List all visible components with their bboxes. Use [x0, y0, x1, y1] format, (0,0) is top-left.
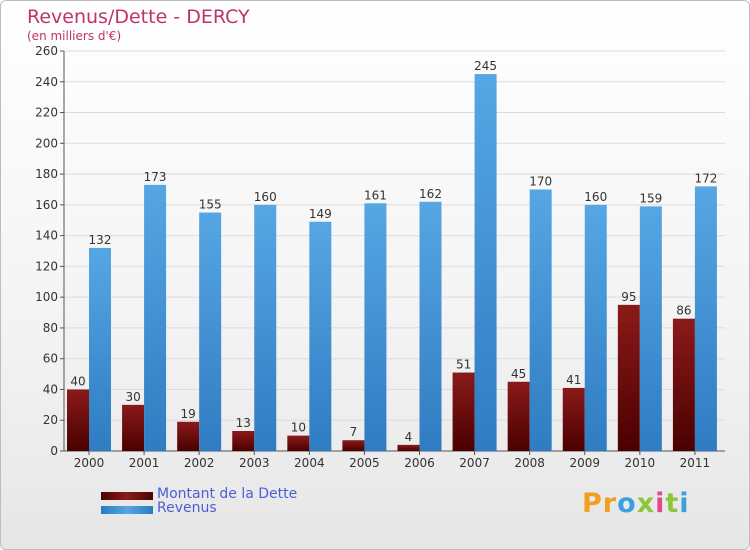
- bar-dette: [452, 372, 475, 451]
- bar-revenus: [89, 247, 111, 451]
- legend-label-revenus: Revenus: [157, 500, 217, 516]
- bar-revenus: [144, 184, 167, 451]
- data-label: 95: [621, 290, 636, 304]
- bar-dette: [562, 387, 585, 451]
- data-label: 30: [125, 390, 140, 404]
- data-label: 160: [254, 190, 277, 204]
- chart-title: Revenus/Dette - DERCY: [27, 6, 250, 28]
- logo-letter: t: [665, 488, 680, 519]
- logo-letter: x: [636, 488, 656, 519]
- bar-dette: [232, 431, 255, 451]
- data-label: 13: [236, 416, 251, 430]
- x-tick-label: 2005: [349, 456, 380, 470]
- bar-dette: [342, 440, 365, 451]
- x-tick-label: 2009: [569, 456, 600, 470]
- data-label: 4: [405, 430, 413, 444]
- bar-revenus: [254, 204, 277, 451]
- bar-revenus: [584, 204, 607, 451]
- x-tick-label: 2001: [129, 456, 160, 470]
- logo-letter: P: [582, 488, 603, 519]
- data-label: 51: [456, 358, 471, 372]
- x-tick-label: 2010: [625, 456, 656, 470]
- data-label: 86: [676, 304, 691, 318]
- logo-letter: i: [655, 488, 666, 519]
- bar-revenus: [529, 189, 552, 451]
- x-tick-label: 2000: [74, 456, 105, 470]
- bar-revenus: [309, 221, 332, 451]
- x-tick-label: 2008: [514, 456, 545, 470]
- x-tick-label: 2004: [294, 456, 325, 470]
- y-tick-label: 100: [35, 290, 58, 304]
- proxiti-logo: Proxiti: [582, 488, 690, 519]
- data-label: 160: [584, 190, 607, 204]
- y-tick-label: 220: [35, 106, 58, 120]
- y-tick-label: 260: [35, 44, 58, 58]
- bar-revenus: [694, 186, 717, 451]
- data-label: 149: [309, 207, 332, 221]
- data-label: 132: [89, 233, 112, 247]
- legend-swatch-revenus: [101, 506, 153, 514]
- logo-letter: i: [679, 488, 690, 519]
- y-tick-label: 160: [35, 198, 58, 212]
- y-tick-label: 0: [50, 444, 58, 458]
- data-label: 162: [419, 187, 442, 201]
- data-label: 45: [511, 367, 526, 381]
- bar-dette: [397, 444, 420, 451]
- y-tick-label: 140: [35, 229, 58, 243]
- logo-letter: r: [602, 488, 618, 519]
- bar-dette: [177, 421, 200, 451]
- data-label: 172: [694, 171, 717, 185]
- data-label: 155: [199, 198, 222, 212]
- data-label: 159: [639, 191, 662, 205]
- bar-revenus: [364, 203, 387, 451]
- bar-dette: [67, 389, 89, 451]
- y-tick-label: 200: [35, 136, 58, 150]
- data-label: 161: [364, 188, 387, 202]
- data-label: 7: [350, 425, 358, 439]
- bar-dette: [122, 404, 145, 451]
- legend-label-dette: Montant de la Dette: [157, 486, 298, 502]
- y-tick-label: 120: [35, 259, 58, 273]
- y-tick-label: 180: [35, 167, 58, 181]
- data-label: 173: [144, 170, 167, 184]
- x-tick-label: 2002: [184, 456, 215, 470]
- bar-revenus: [199, 212, 222, 451]
- x-tick-label: 2007: [459, 456, 490, 470]
- data-label: 19: [181, 407, 196, 421]
- legend-swatch-dette: [101, 492, 153, 500]
- data-label: 10: [291, 421, 306, 435]
- bar-dette: [672, 318, 695, 451]
- bar-revenus: [639, 206, 662, 451]
- y-tick-label: 40: [43, 382, 58, 396]
- data-label: 41: [566, 373, 581, 387]
- data-label: 170: [529, 174, 552, 188]
- x-tick-label: 2011: [680, 456, 711, 470]
- bar-dette: [507, 381, 530, 451]
- bar-revenus: [474, 74, 497, 452]
- data-label: 245: [474, 59, 497, 73]
- bar-revenus: [419, 201, 442, 451]
- x-tick-label: 2006: [404, 456, 435, 470]
- data-label: 40: [70, 374, 85, 388]
- y-tick-label: 80: [43, 321, 58, 335]
- bar-dette: [617, 304, 640, 451]
- x-tick-label: 2003: [239, 456, 270, 470]
- y-tick-label: 60: [43, 352, 58, 366]
- chart-subtitle: (en milliers d'€): [27, 29, 122, 43]
- y-tick-label: 20: [43, 413, 58, 427]
- y-tick-label: 240: [35, 75, 58, 89]
- logo-letter: o: [617, 488, 637, 519]
- bar-dette: [287, 435, 310, 451]
